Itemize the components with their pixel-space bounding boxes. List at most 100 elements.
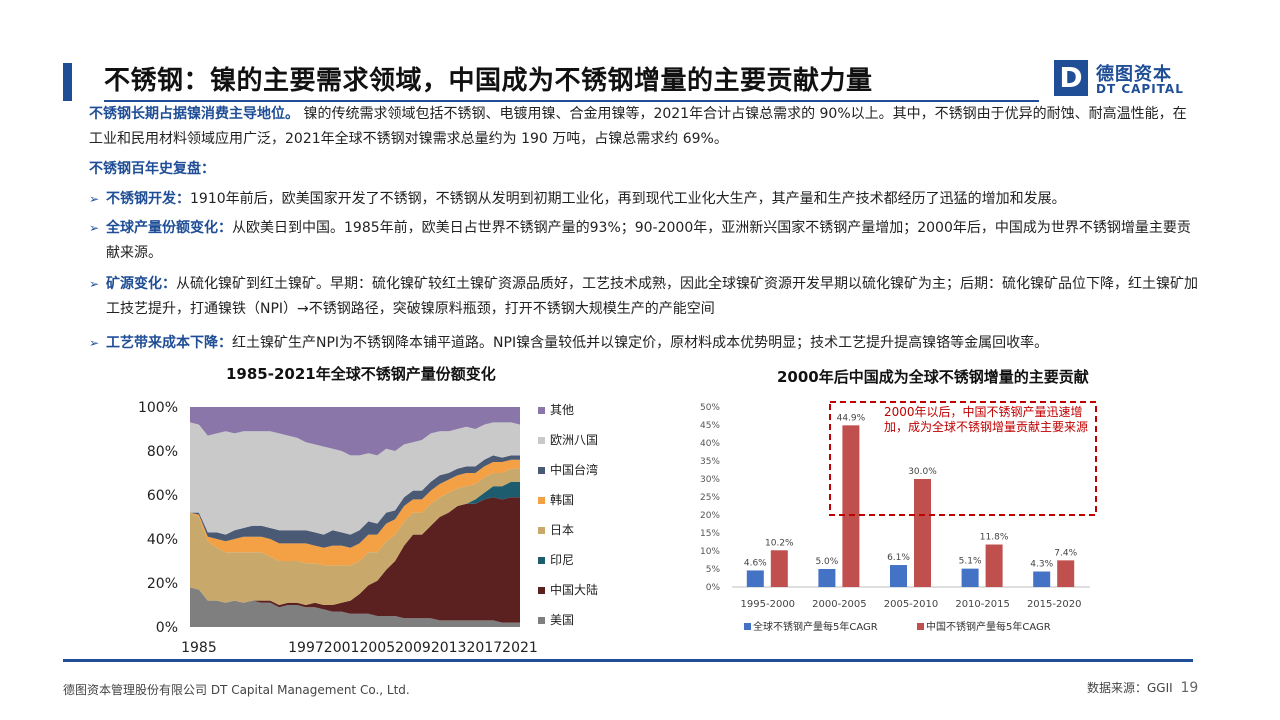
y-tick-label: 100% xyxy=(138,400,178,416)
bar-value-label: 4.6% xyxy=(744,558,767,568)
bullet-head: 不锈钢开发： xyxy=(106,191,190,207)
x-tick-label: 2001 xyxy=(324,640,360,656)
y-tick-label: 10% xyxy=(700,547,720,557)
y-tick-label: 30% xyxy=(700,475,720,485)
bar-value-label: 5.1% xyxy=(959,557,982,567)
legend-label: 其他 xyxy=(550,403,574,417)
y-tick-label: 20% xyxy=(700,511,720,521)
y-tick-label: 20% xyxy=(147,576,178,592)
bar-value-label: 6.1% xyxy=(887,553,910,563)
bar-chart: 50% 45% 40% 35% 30% 25% 20% 15% 10% 5% 0% 4.6% 10.2%… xyxy=(700,401,1097,633)
history-title: 不锈钢百年史复盘： xyxy=(89,161,215,177)
x-tick-label: 2009 xyxy=(395,640,431,656)
bar-value-label: 5.0% xyxy=(815,557,838,567)
legend-label: 美国 xyxy=(550,613,574,627)
x-tick-label: 2000-2005 xyxy=(812,599,867,610)
logo-mark: D xyxy=(1054,60,1088,96)
area-series-2 xyxy=(190,481,520,605)
bar-0 xyxy=(818,569,836,587)
x-tick-label: 2013 xyxy=(431,640,467,656)
legend-label: 印尼 xyxy=(550,553,574,567)
bar-0 xyxy=(961,568,979,587)
x-tick-label: 1995-2000 xyxy=(741,599,796,610)
bar-1 xyxy=(1057,560,1075,587)
legend-swatch xyxy=(538,467,545,474)
bar-value-label: 11.8% xyxy=(980,533,1009,543)
area-series-4 xyxy=(190,459,520,566)
bar-value-label: 30.0% xyxy=(908,467,937,477)
legend-swatch xyxy=(917,623,924,630)
legend-swatch xyxy=(538,527,545,534)
footer-company: 德图资本管理股份有限公司 DT Capital Management Co., … xyxy=(63,683,410,697)
y-tick-label: 5% xyxy=(706,565,721,575)
legend-label: 中国大陆 xyxy=(550,582,598,597)
intro-body: 镍的传统需求领域包括不锈钢、电镀用镍、合金用镍等，2021年合计占镍总需求的 9… xyxy=(89,106,1187,147)
legend-label: 全球不锈钢产量每5年CAGR xyxy=(753,620,878,633)
y-tick-label: 15% xyxy=(700,529,720,539)
legend-swatch xyxy=(538,407,545,414)
bullet-item: ➢ 工艺带来成本下降：红土镍矿生产NPI为不锈钢降本铺平道路。NPI镍含量较低并… xyxy=(89,331,1199,356)
bullet-body: 从欧美日到中国。1985年前，欧美日占世界不锈钢产量的93%；90-2000年，… xyxy=(106,220,1191,261)
footer-divider xyxy=(63,659,1193,662)
bar-0 xyxy=(1033,571,1051,587)
x-tick-label: 2015-2020 xyxy=(1027,599,1082,610)
bullet-head: 工艺带来成本下降： xyxy=(106,335,232,351)
bullet-item: ➢ 矿源变化：从硫化镍矿到红土镍矿。早期：硫化镍矿较红土镍矿资源品质好，工艺技术… xyxy=(89,272,1199,322)
annotation-box xyxy=(829,401,1097,516)
arrow-bullet-icon: ➢ xyxy=(89,192,100,206)
bar-0 xyxy=(746,570,764,587)
logo-en-text: DT CAPITAL xyxy=(1096,82,1184,96)
y-tick-label: 35% xyxy=(700,457,720,467)
bar-value-label: 10.2% xyxy=(765,538,794,548)
area-chart: 100%80%60%40%20%0%1985 1997 2001 2005 2009 20… xyxy=(138,400,598,656)
bar-chart-title: 2000年后中国成为全球不锈钢增量的主要贡献 xyxy=(777,368,1089,386)
bullet-head: 矿源变化： xyxy=(106,276,176,292)
y-tick-label: 50% xyxy=(700,403,720,413)
bullet-body: 1910年前后，欧美国家开发了不锈钢，不锈钢从发明到初期工业化，再到现代工业化大… xyxy=(190,191,1066,207)
y-tick-label: 60% xyxy=(147,488,178,504)
x-tick-label: 2021 xyxy=(502,640,538,656)
area-series-1 xyxy=(190,497,520,623)
annotation-container: 2000年以后，中国不锈钢产量迅速增加，成为全球不锈钢增量贡献主要来源 xyxy=(884,405,1089,434)
legend-swatch xyxy=(744,623,751,630)
bullet-body: 从硫化镍矿到红土镍矿。早期：硫化镍矿较红土镍矿资源品质好，工艺技术成熟，因此全球… xyxy=(106,276,1198,317)
bar-1 xyxy=(770,550,788,587)
page-title: 不锈钢：镍的主要需求领域，中国成为不锈钢增量的主要贡献力量 xyxy=(104,66,873,96)
area-series-7 xyxy=(190,407,520,456)
x-tick-label: 2005-2010 xyxy=(884,599,939,610)
legend-label: 欧洲八国 xyxy=(550,433,598,447)
legend-label: 中国不锈钢产量每5年CAGR xyxy=(926,620,1051,633)
area-series-3 xyxy=(190,468,520,605)
bar-0 xyxy=(890,565,907,587)
arrow-bullet-icon: ➢ xyxy=(89,221,100,235)
arrow-bullet-icon: ➢ xyxy=(89,336,100,350)
legend-swatch xyxy=(538,587,545,594)
company-logo: D 德图资本 DT CAPITAL xyxy=(1054,60,1214,100)
y-tick-label: 25% xyxy=(700,493,720,503)
legend-swatch xyxy=(538,497,545,504)
legend-swatch xyxy=(538,437,545,444)
x-tick-label: 2017 xyxy=(467,640,503,656)
bullet-head: 全球产量份额变化： xyxy=(106,220,232,236)
intro-lead: 不锈钢长期占据镍消费主导地位。 xyxy=(89,106,299,122)
title-accent-bar xyxy=(63,63,72,101)
area-chart-title: 1985-2021年全球不锈钢产量份额变化 xyxy=(226,365,496,383)
y-tick-label: 0% xyxy=(156,620,178,636)
x-tick-label: 2010-2015 xyxy=(955,599,1010,610)
area-series-0 xyxy=(190,587,520,627)
legend-label: 日本 xyxy=(550,523,574,537)
x-tick-label: 1985 xyxy=(181,640,217,656)
bar-1 xyxy=(842,425,860,587)
y-tick-label: 40% xyxy=(147,532,178,548)
annotation-text: 2000年以后，中国不锈钢产量迅速增加，成为全球不锈钢增量贡献主要来源 xyxy=(884,405,1089,434)
page-number: 19 xyxy=(1180,680,1199,696)
x-tick-label: 1997 xyxy=(288,640,324,656)
title-underline xyxy=(104,100,1039,102)
bar-1 xyxy=(985,544,1003,587)
logo-cn-text: 德图资本 xyxy=(1096,64,1172,85)
bar-value-label: 4.3% xyxy=(1030,560,1053,570)
bullet-body: 红土镍矿生产NPI为不锈钢降本铺平道路。NPI镍含量较低并以镍定价，原材料成本优… xyxy=(232,335,1049,351)
bullet-item: ➢ 全球产量份额变化：从欧美日到中国。1985年前，欧美日占世界不锈钢产量的93… xyxy=(89,216,1199,266)
area-series-5 xyxy=(190,455,520,548)
bar-value-label: 7.4% xyxy=(1054,548,1077,558)
